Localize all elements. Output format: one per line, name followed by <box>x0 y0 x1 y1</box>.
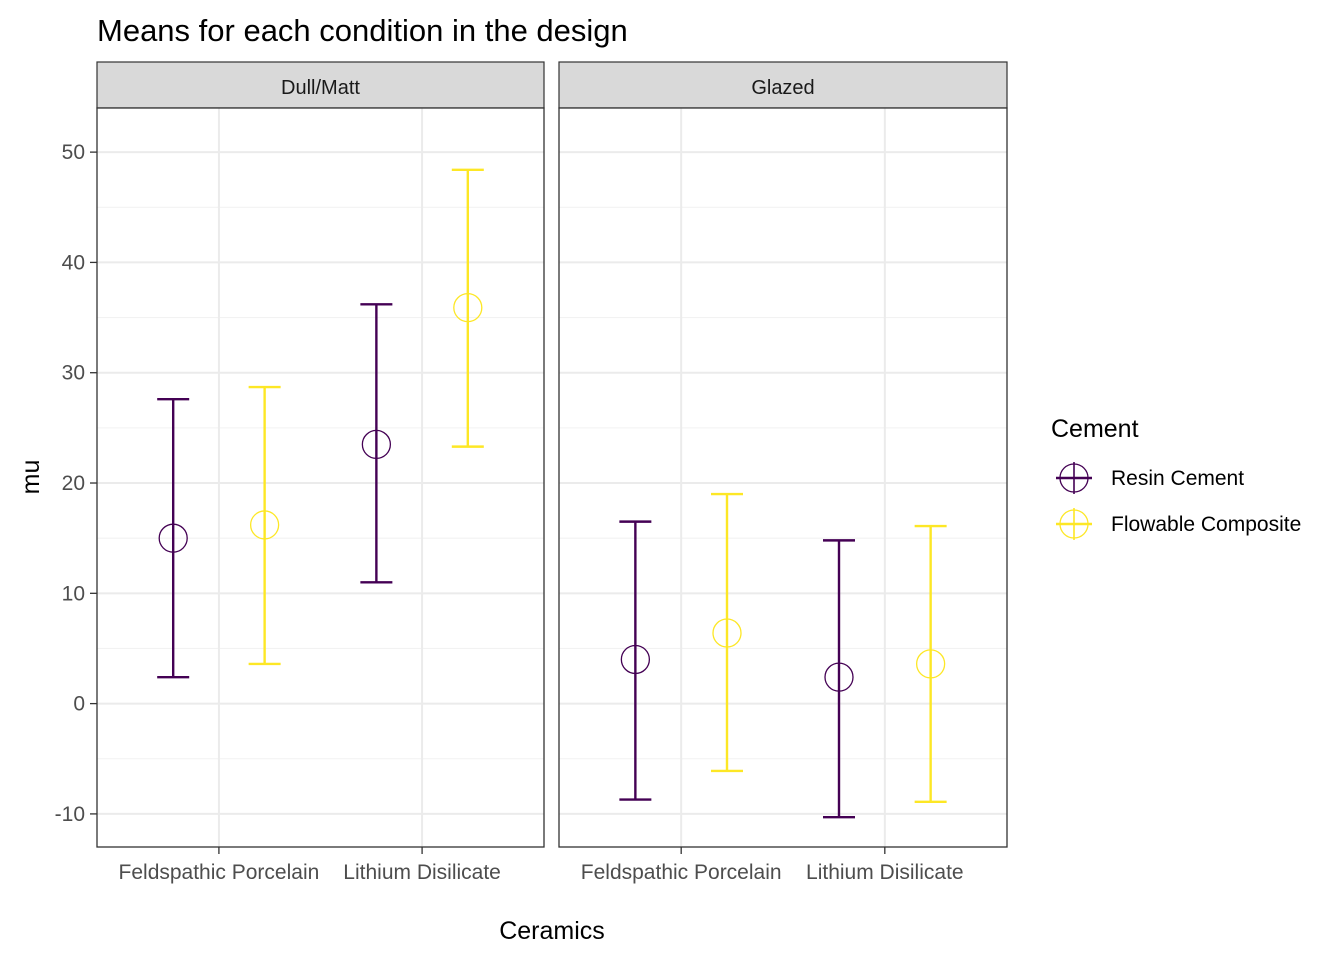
chart-title: Means for each condition in the design <box>97 13 628 48</box>
panel-border <box>96 107 545 848</box>
panel-border <box>558 107 1008 848</box>
data-point-group <box>619 520 652 801</box>
x-tick-label: Feldspathic Porcelain <box>581 861 782 884</box>
facet-panels: Dull/Matt Feldspathic Porcelain Lithium Di… <box>96 61 1008 884</box>
panel-background <box>97 108 544 847</box>
data-point-group <box>451 168 484 448</box>
y-tick-label: 0 <box>73 693 85 716</box>
facet-panel-dull-matt: Dull/Matt Feldspathic Porcelain Lithium Di… <box>96 61 545 884</box>
y-axis: -10 0 10 20 30 40 50 <box>55 141 97 826</box>
data-point-group <box>711 492 743 773</box>
data-point-group <box>360 303 393 584</box>
facet-strip <box>558 61 1008 109</box>
y-tick-label: 20 <box>62 472 85 495</box>
y-tick-label: -10 <box>55 803 85 826</box>
x-axis-label: Ceramics <box>499 917 605 945</box>
y-tick-label: 50 <box>62 141 85 164</box>
mean-point <box>158 523 188 553</box>
legend-title: Cement <box>1051 415 1139 443</box>
legend-key <box>1056 508 1092 540</box>
mean-point <box>453 292 483 323</box>
facet-strip-label: Glazed <box>751 77 814 99</box>
y-tick-label: 30 <box>62 362 85 385</box>
legend: Cement Resin Cement Flowable Composite <box>1051 415 1301 540</box>
legend-key-point <box>1059 509 1089 539</box>
facet-strip <box>96 61 545 109</box>
data-point-group <box>823 539 855 819</box>
mean-point <box>249 510 280 540</box>
panel-background <box>559 108 1007 847</box>
legend-item-label: Resin Cement <box>1111 467 1244 490</box>
data-point-group <box>914 524 947 803</box>
x-tick-label: Lithium Disilicate <box>343 861 501 884</box>
x-tick-label: Feldspathic Porcelain <box>119 861 320 884</box>
mean-point <box>824 662 854 692</box>
x-tick-label: Lithium Disilicate <box>806 861 964 884</box>
y-tick-label: 10 <box>62 582 85 605</box>
mean-point <box>620 644 651 675</box>
y-axis-label: mu <box>17 460 45 495</box>
mean-point <box>712 618 742 648</box>
legend-key <box>1056 462 1092 494</box>
y-tick-label: 40 <box>62 251 85 274</box>
mean-point <box>915 649 946 679</box>
mean-point <box>361 429 392 460</box>
facet-panel-glazed: Glazed Feldspathic Porcelain Lithium Disil… <box>558 61 1008 884</box>
data-point-group <box>248 385 281 666</box>
facet-strip-label: Dull/Matt <box>281 77 360 99</box>
legend-item-label: Flowable Composite <box>1111 513 1301 536</box>
legend-key-point <box>1059 463 1089 493</box>
data-point-group <box>157 397 190 679</box>
